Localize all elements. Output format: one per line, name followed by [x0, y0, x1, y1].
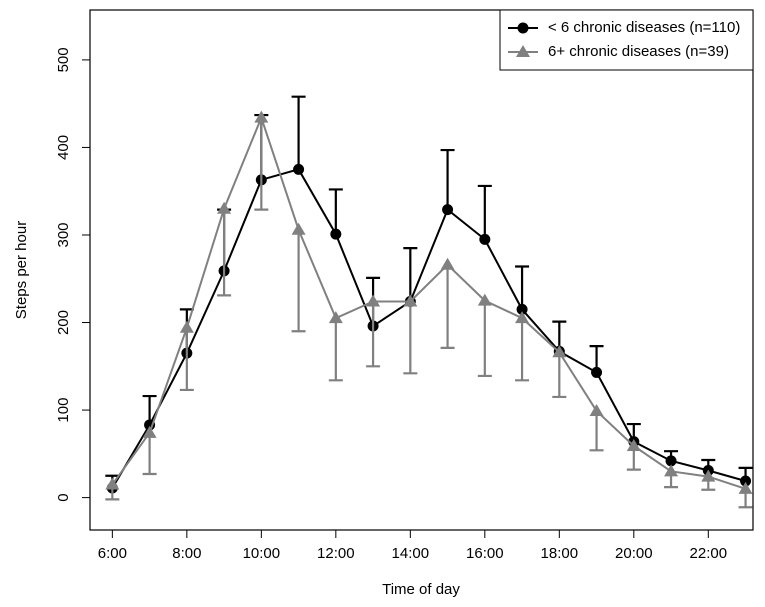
data-point [291, 222, 306, 235]
y-tick-label: 0 [55, 493, 72, 501]
x-tick-label: 6:00 [98, 545, 127, 562]
error-bar [477, 300, 492, 378]
error-bar [477, 184, 492, 240]
data-point [254, 110, 269, 123]
data-point [738, 481, 753, 494]
data-point [217, 201, 232, 214]
data-point [665, 455, 677, 467]
legend-label: < 6 chronic diseases (n=110) [548, 19, 740, 36]
data-point [142, 425, 157, 438]
error-bar [589, 410, 604, 452]
error-bar [366, 301, 381, 368]
y-tick-label: 400 [55, 135, 72, 160]
x-tick-label: 12:00 [317, 545, 355, 562]
data-point [552, 345, 567, 358]
data-point [515, 311, 530, 324]
data-point [440, 257, 455, 270]
data-point [328, 311, 343, 324]
x-axis-label: Time of day [382, 581, 460, 598]
legend-marker [517, 22, 529, 34]
x-tick-label: 10:00 [243, 545, 281, 562]
data-point [516, 303, 528, 315]
series-line [111, 114, 746, 490]
legend-label: 6+ chronic diseases (n=39) [548, 43, 729, 60]
data-point [105, 477, 120, 490]
error-bar [552, 352, 567, 399]
x-tick-label: 18:00 [541, 545, 579, 562]
x-tick-label: 22:00 [690, 545, 728, 562]
series-line [111, 168, 746, 489]
y-tick-label: 100 [55, 398, 72, 423]
y-tick-label: 200 [55, 310, 72, 335]
data-point [591, 366, 603, 378]
legend-marker [516, 45, 530, 57]
error-bar [403, 247, 418, 302]
x-tick-label: 16:00 [466, 545, 504, 562]
data-point [403, 294, 418, 307]
y-tick-label: 300 [55, 222, 72, 247]
data-point [366, 294, 381, 307]
error-bar [515, 265, 530, 310]
error-bar [440, 264, 455, 350]
error-bar [440, 148, 455, 210]
error-bar [328, 188, 343, 235]
data-point [589, 403, 604, 416]
error-bar [291, 229, 306, 333]
data-point [477, 293, 492, 306]
error-bar [217, 208, 232, 297]
plot-frame [89, 9, 754, 531]
y-tick-label: 500 [55, 47, 72, 72]
error-bar [291, 95, 306, 170]
data-point [330, 228, 342, 240]
data-point [179, 320, 194, 333]
error-bar [179, 327, 194, 392]
data-point [740, 475, 752, 487]
error-bar [254, 117, 269, 211]
error-bar [403, 301, 418, 375]
y-axis-label: Steps per hour [13, 221, 30, 319]
error-bar [328, 318, 343, 382]
x-tick-label: 20:00 [615, 545, 653, 562]
error-bar [142, 432, 157, 476]
data-point [626, 438, 641, 451]
data-point [293, 163, 305, 175]
data-point [701, 469, 716, 482]
x-tick-label: 8:00 [172, 545, 201, 562]
data-point [442, 204, 454, 216]
x-tick-label: 14:00 [392, 545, 430, 562]
data-point [664, 464, 679, 477]
legend-box [499, 9, 754, 71]
data-point [479, 233, 491, 245]
error-bar [515, 318, 530, 382]
